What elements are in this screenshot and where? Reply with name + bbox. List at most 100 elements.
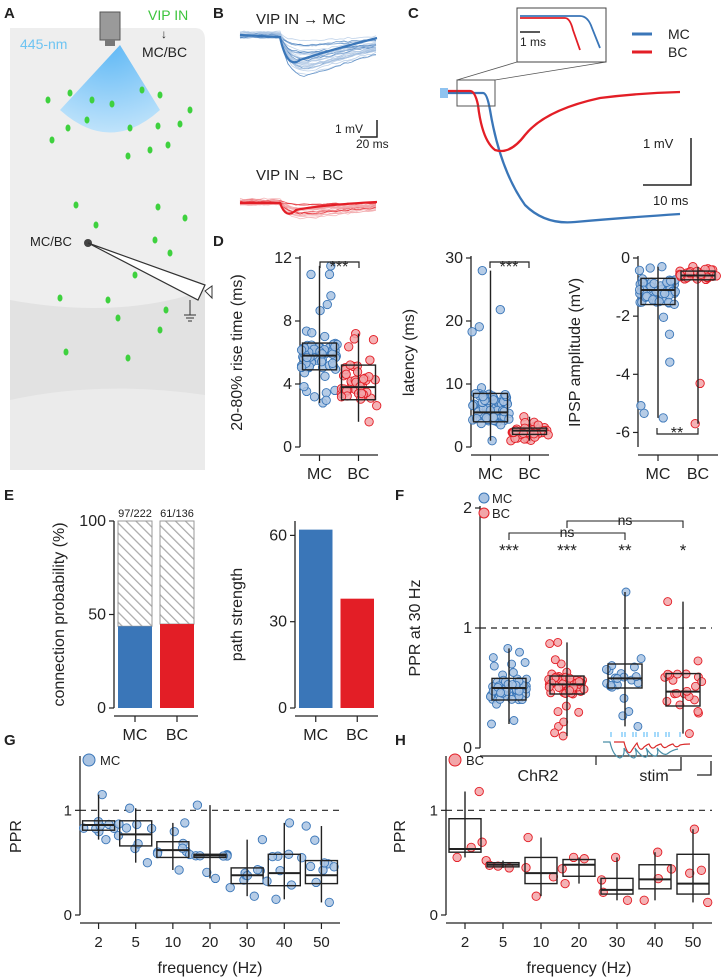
data-point	[97, 789, 107, 800]
data-point	[271, 894, 281, 904]
bar	[118, 626, 152, 708]
y-tick-label: 1	[64, 802, 72, 819]
data-point	[125, 803, 135, 813]
data-point	[316, 357, 327, 367]
data-point	[658, 312, 669, 322]
data-point	[252, 865, 263, 875]
mc-mean-trace	[239, 33, 378, 64]
data-point	[364, 417, 374, 427]
data-point	[262, 876, 272, 886]
y-tick-label: 0	[278, 700, 287, 717]
vip-interneuron-icon	[132, 271, 138, 279]
significance-label: **	[671, 425, 683, 442]
data-point	[693, 656, 703, 666]
data-point	[654, 296, 664, 307]
data-point	[320, 371, 330, 381]
data-point	[121, 823, 132, 833]
data-point	[629, 662, 639, 672]
inset-scale-label: 1 ms	[520, 35, 546, 49]
data-point	[481, 413, 492, 423]
data-point	[344, 342, 354, 352]
light-cone	[60, 45, 160, 133]
significance-label: ***	[500, 259, 519, 276]
data-point	[621, 587, 631, 597]
x-tick-label: 10	[165, 934, 182, 951]
data-point	[132, 819, 142, 830]
x-tick-label: BC	[346, 727, 368, 744]
vip-interneuron-icon	[115, 314, 121, 322]
x-tick-label: MC	[307, 466, 332, 483]
data-point	[249, 891, 259, 901]
data-point	[664, 329, 675, 339]
panel-b-scale-t: 20 ms	[356, 137, 389, 151]
y-tick-label: 8	[283, 313, 292, 330]
data-point	[225, 882, 235, 893]
legend-f-mc: MC	[492, 491, 512, 506]
box	[638, 864, 672, 890]
box	[491, 677, 527, 701]
data-point	[352, 367, 363, 377]
vip-interneuron-icon	[57, 294, 63, 302]
data-point	[610, 852, 621, 863]
legend-marker	[448, 753, 462, 767]
panel-letter-d: D	[213, 233, 224, 250]
x-group-label: ChR2	[518, 768, 559, 785]
significance-label: **	[618, 541, 632, 560]
legend-label: BC	[466, 753, 484, 768]
data-point	[306, 269, 316, 280]
bc-average-trace	[443, 89, 681, 153]
data-point	[545, 639, 555, 649]
legend-marker	[82, 753, 96, 767]
vip-interneuron-icon	[84, 116, 90, 124]
data-point	[210, 873, 221, 884]
vip-interneuron-icon	[152, 236, 158, 244]
data-point	[639, 408, 649, 418]
vip-interneuron-icon	[93, 221, 99, 229]
x-tick-label: BC	[518, 466, 540, 483]
significance-bracket	[489, 261, 530, 268]
comparison-bracket	[566, 520, 684, 528]
vip-interneuron-icon	[182, 214, 188, 222]
box	[267, 853, 301, 887]
data-point	[601, 664, 611, 674]
y-tick-label: -6	[616, 424, 630, 441]
data-point	[557, 864, 567, 874]
panel-letter-c: C	[408, 5, 419, 22]
box	[340, 364, 377, 401]
box	[562, 858, 596, 877]
data-point	[508, 668, 518, 677]
trace-line	[240, 31, 377, 42]
data-point	[101, 834, 111, 845]
data-point	[636, 654, 646, 664]
data-point	[299, 381, 309, 392]
data-point	[326, 291, 336, 301]
data-point	[477, 837, 487, 847]
data-point	[301, 821, 311, 831]
panel-c-scale-t: 10 ms	[653, 193, 689, 208]
x-tick-label: MC	[478, 466, 503, 483]
data-point	[558, 731, 568, 741]
vip-interneuron-icon	[187, 106, 193, 114]
data-point	[372, 401, 382, 411]
target-label: MC/BC	[142, 44, 187, 60]
x-tick-label: 20	[202, 934, 219, 951]
panel-letter-a: A	[4, 5, 15, 22]
x-tick-label: 5	[132, 934, 140, 951]
data-point	[645, 263, 655, 273]
data-point	[321, 395, 331, 405]
x-tick-label: 30	[609, 934, 626, 951]
data-point	[329, 862, 339, 872]
data-point	[310, 835, 320, 845]
mc-average-trace	[443, 91, 681, 224]
arrow-label: ↓	[161, 27, 167, 41]
y-axis-label: path strength	[229, 568, 246, 661]
data-point	[488, 653, 498, 663]
bar-count-label: 61/136	[160, 508, 194, 520]
laser-label: 445-nm	[20, 36, 67, 52]
data-point	[202, 867, 212, 878]
vip-interneuron-icon	[125, 152, 131, 160]
data-point	[636, 401, 646, 411]
data-point	[695, 378, 705, 389]
chart-ipsp-amplitude: 0 -2 -4 -6 IPSP amplitude (mV) MC BC **	[567, 250, 721, 483]
